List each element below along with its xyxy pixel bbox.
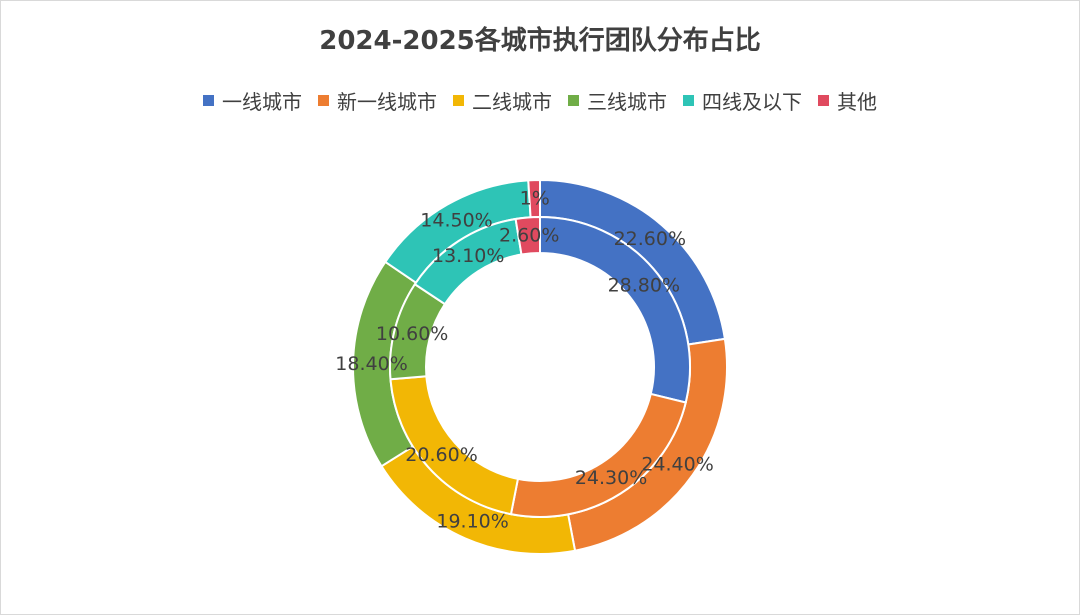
legend-label: 二线城市 xyxy=(472,90,552,114)
inner-label-tier1: 28.80% xyxy=(608,274,680,296)
legend-swatch xyxy=(818,95,829,106)
legend-label: 新一线城市 xyxy=(337,90,437,114)
inner-slice-other xyxy=(514,215,541,256)
legend-item-tier3: 三线城市 xyxy=(568,86,667,115)
outer-label-tier3: 18.40% xyxy=(335,353,407,375)
inner-label-tier2: 20.60% xyxy=(405,444,477,466)
outer-label-tier2: 19.10% xyxy=(436,510,508,532)
legend-swatch xyxy=(568,95,579,106)
legend-swatch xyxy=(318,95,329,106)
legend-label: 四线及以下 xyxy=(702,90,802,114)
chart-legend: 一线城市 新一线城市 二线城市 三线城市 四线及以下 其他 xyxy=(0,86,1080,115)
outer-label-tier1: 22.60% xyxy=(614,228,686,250)
legend-label: 三线城市 xyxy=(587,90,667,114)
inner-label-tier4-below: 13.10% xyxy=(432,245,504,267)
legend-swatch xyxy=(203,95,214,106)
legend-swatch xyxy=(453,95,464,106)
legend-item-other: 其他 xyxy=(818,86,877,115)
inner-label-new-tier1: 24.30% xyxy=(575,467,647,489)
legend-item-tier1: 一线城市 xyxy=(203,86,302,115)
outer-label-new-tier1: 24.40% xyxy=(641,453,713,475)
legend-item-tier2: 二线城市 xyxy=(453,86,552,115)
chart-title: 2024-2025各城市执行团队分布占比 xyxy=(319,26,761,56)
legend-item-new-tier1: 新一线城市 xyxy=(318,86,437,115)
inner-label-tier3: 10.60% xyxy=(376,323,448,345)
inner-label-other: 2.60% xyxy=(499,224,559,246)
outer-label-other: 1% xyxy=(520,188,550,210)
legend-swatch xyxy=(683,95,694,106)
legend-item-tier4-below: 四线及以下 xyxy=(683,86,802,115)
legend-label: 一线城市 xyxy=(222,90,302,114)
legend-label: 其他 xyxy=(837,90,877,114)
outer-label-tier4-below: 14.50% xyxy=(420,210,492,232)
